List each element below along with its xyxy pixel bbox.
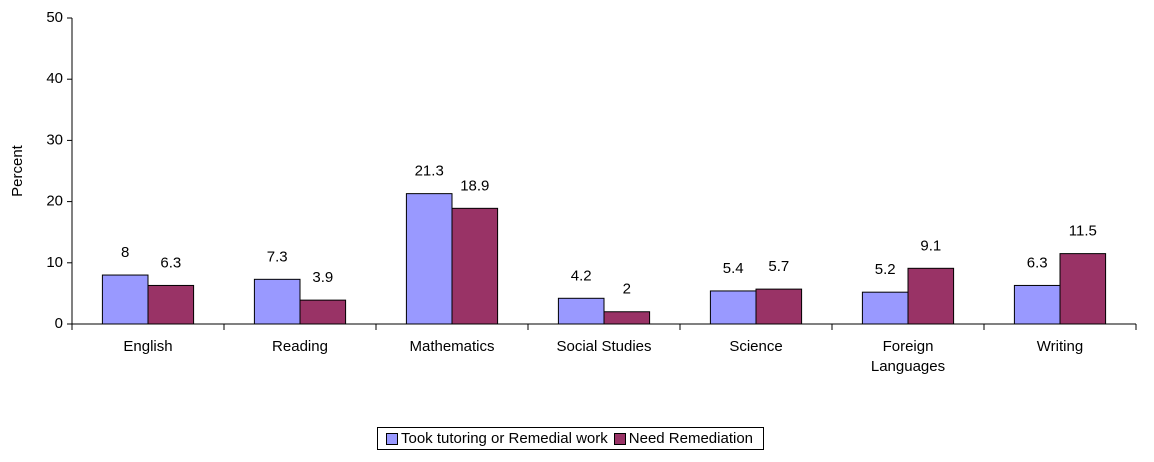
x-tick-label: Reading [272,338,328,355]
bar [755,288,803,325]
bar [451,207,499,325]
bar [861,291,909,325]
data-label: 7.3 [267,248,288,265]
y-tick-label: 40 [46,70,63,87]
x-tick-label: Foreign Languages [870,338,946,375]
legend-swatch [386,432,398,445]
y-tick-label: 0 [55,315,63,332]
bar [907,267,955,325]
legend-label: Need Remediation [628,430,754,447]
bar [405,193,453,325]
bar [299,299,347,325]
bar [603,311,651,325]
legend: Took tutoring or Remedial work Need Remed… [377,427,765,450]
y-tick-label: 10 [46,254,63,271]
x-tick-label: English [123,338,173,355]
x-tick-label: Science [729,338,783,355]
data-label: 5.7 [768,258,789,275]
data-label: 5.4 [723,260,744,277]
bar [1059,253,1107,325]
bar [709,290,757,325]
legend-swatch [613,432,626,445]
data-label: 6.3 [1027,254,1048,271]
data-label: 3.9 [312,269,333,286]
x-tick-label: Writing [1036,338,1084,355]
y-tick-label: 50 [46,9,63,26]
y-axis-label: Percent [9,144,26,197]
data-label: 8 [121,244,129,261]
legend-label: Took tutoring or Remedial work [401,430,608,447]
x-tick-label: Mathematics [409,338,495,355]
data-label: 2 [623,281,631,298]
bar [557,297,605,325]
data-label: 9.1 [920,237,941,254]
data-label: 6.3 [160,254,181,271]
data-label: 21.3 [415,163,444,180]
data-label: 4.2 [571,267,592,284]
x-tick-label: Social Studies [556,338,652,355]
data-label: 18.9 [460,177,489,194]
bar [253,278,301,325]
data-label: 11.5 [1069,223,1097,240]
bar [1013,284,1061,325]
y-tick-label: 20 [46,193,63,210]
bar [101,274,149,325]
y-tick-label: 30 [46,131,63,148]
data-label: 5.2 [875,261,896,278]
bar [147,284,195,325]
